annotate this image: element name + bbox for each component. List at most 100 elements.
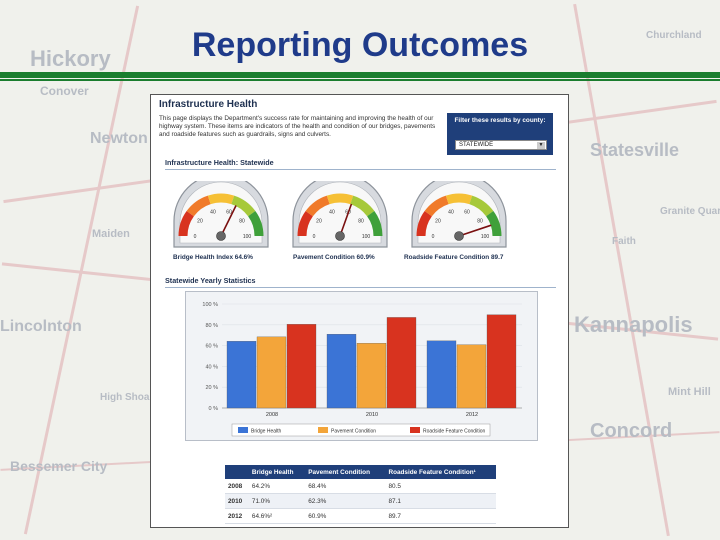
table-header-row: Bridge Health Pavement Condition Roadsid…: [225, 465, 496, 479]
county-select[interactable]: STATEWIDE ▼: [455, 140, 547, 150]
y-tick-label: 100 %: [202, 302, 218, 308]
gauge-band: [445, 193, 473, 205]
county-select-value: STATEWIDE: [459, 142, 494, 148]
title-divider: [0, 72, 720, 78]
gauge-band: [469, 195, 494, 217]
gauge-face: [179, 181, 263, 244]
map-label: Lincolnton: [0, 318, 82, 335]
gauge-hub: [335, 231, 345, 241]
map-label: Mint Hill: [668, 386, 711, 398]
bridge-health-gauge: 0 20 40 60 80 100: [173, 181, 269, 248]
gauge-band: [247, 211, 264, 237]
yearly-bar-chart: 0 % 20 % 40 % 60 % 80 % 100 % 2008 2010 2012 Brid…: [202, 302, 522, 437]
legend-label: Bridge Health: [251, 429, 282, 435]
chart-bar: [456, 344, 487, 409]
map-label: Churchland: [646, 30, 702, 41]
map-label: Granite Quarry: [660, 206, 720, 217]
table-header: [225, 465, 249, 479]
gauge-needle: [458, 224, 492, 237]
gauge-needle: [339, 203, 353, 237]
gauge-hub: [216, 231, 226, 241]
map-label: Kannapolis: [574, 312, 693, 337]
gauge-band: [485, 211, 502, 237]
gauge-band: [178, 211, 195, 237]
gauge-tick-label: 60: [464, 209, 470, 215]
gauge-needle: [220, 205, 237, 237]
table-cell: 60.9%: [305, 508, 386, 524]
yearly-chart-panel: 0 % 20 % 40 % 60 % 80 % 100 % 2008 2010 2012 Brid…: [185, 291, 538, 441]
gauge-caption: Pavement Condition 60.9%: [293, 254, 375, 261]
table-cell: 87.1: [385, 493, 496, 509]
table-row: 2012 64.6%² 60.9% 89.7: [225, 508, 496, 524]
gauge-face: [417, 181, 501, 244]
map-label: Bessemer City: [10, 458, 108, 474]
dashboard-screenshot: Infrastructure Health This page displays…: [150, 94, 569, 528]
gauge-tick-label: 60: [226, 209, 232, 215]
chart-bar: [286, 324, 317, 409]
stats-section-heading: Statewide Yearly Statistics: [165, 276, 256, 285]
chart-legend: [231, 423, 491, 437]
gauge-hub: [454, 231, 464, 241]
y-tick-label: 80 %: [205, 323, 218, 329]
gauge-band: [186, 195, 211, 217]
legend-label: Pavement Condition: [331, 429, 376, 435]
map-label: Maiden: [92, 228, 130, 240]
gauge-face: [298, 181, 382, 244]
gauge-tick-label: 100: [481, 234, 490, 240]
table-cell: 62.3%: [305, 493, 386, 509]
gauge-tick-label: 0: [194, 234, 197, 240]
gauge-caption: Roadside Feature Condition 89.7: [404, 254, 504, 261]
table-cell-year: 2012: [225, 508, 249, 524]
map-label: Concord: [590, 420, 673, 442]
legend-swatch: [318, 427, 328, 433]
table-cell-year: 2008: [225, 479, 249, 494]
legend-label: Roadside Feature Condition: [423, 429, 485, 435]
gauge-band: [424, 195, 449, 217]
county-filter-panel: Filter these results by county: STATEWID…: [447, 113, 553, 155]
gauge-tick-label: 80: [477, 219, 483, 225]
x-tick-label: 2010: [366, 412, 378, 418]
gauge-tick-label: 20: [435, 219, 441, 225]
map-label: Hickory: [30, 46, 111, 71]
gauge-tick-label: 20: [197, 219, 203, 225]
y-tick-label: 40 %: [205, 364, 218, 370]
gauge-tick-label: 0: [432, 234, 435, 240]
gauge-band: [231, 195, 256, 217]
gauge-band: [366, 211, 383, 237]
chart-bar: [256, 336, 287, 409]
section-divider: [165, 169, 556, 170]
table-header: Pavement Condition: [305, 465, 386, 479]
chart-bar: [226, 341, 257, 409]
legend-swatch: [410, 427, 420, 433]
roadside-feature-gauge: 0 20 40 60 80 100: [411, 181, 507, 248]
table-row: 2008 64.2% 68.4% 80.5: [225, 479, 496, 494]
gauge-tick-label: 40: [329, 209, 335, 215]
table-cell: 80.5: [385, 479, 496, 494]
y-tick-label: 20 %: [205, 385, 218, 391]
chart-bar: [326, 334, 357, 409]
gauge-band: [297, 211, 314, 237]
table-cell: 89.7: [385, 508, 496, 524]
x-tick-label: 2008: [266, 412, 278, 418]
table-cell: 68.4%: [305, 479, 386, 494]
gauge-band: [326, 193, 354, 205]
gauge-band: [416, 211, 433, 237]
gauge-tick-label: 40: [448, 209, 454, 215]
gauge-tick-label: 0: [313, 234, 316, 240]
gauge-band: [207, 193, 235, 205]
filter-label: Filter these results by county:: [454, 117, 546, 124]
map-label: Conover: [40, 84, 89, 98]
gauge-tick-label: 100: [362, 234, 371, 240]
gauge-tick-label: 20: [316, 219, 322, 225]
gauge-band: [350, 195, 375, 217]
gauge-tick-label: 80: [358, 219, 364, 225]
table-header: Roadside Feature Condition¹: [385, 465, 496, 479]
chart-bar: [486, 314, 517, 409]
chevron-down-icon[interactable]: ▼: [537, 142, 545, 149]
slide-title: Reporting Outcomes: [191, 26, 529, 64]
gauge-tick-label: 40: [210, 209, 216, 215]
title-divider-thin: [0, 79, 720, 81]
table-header: Bridge Health: [248, 465, 306, 479]
table-cell: 64.2%: [248, 479, 306, 494]
intro-text: This page displays the Department's succ…: [159, 115, 436, 138]
